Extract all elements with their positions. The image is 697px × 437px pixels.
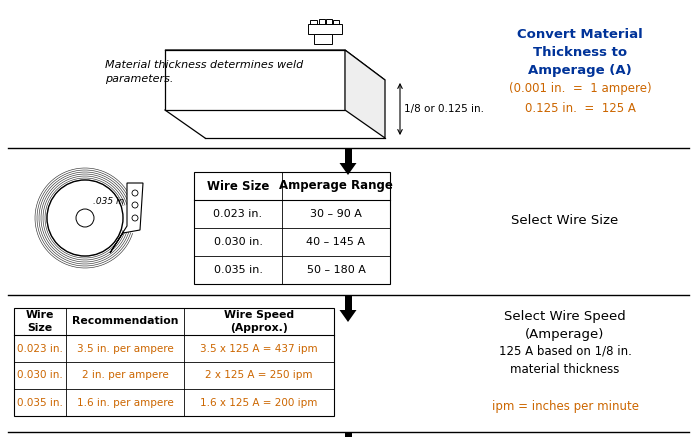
Polygon shape: [110, 183, 143, 253]
Text: .035 in: .035 in: [93, 198, 124, 207]
Text: Convert Material
Thickness to
Amperage (A): Convert Material Thickness to Amperage (…: [517, 28, 643, 77]
Text: 0.023 in.: 0.023 in.: [213, 209, 263, 219]
Bar: [308, 24, 342, 34]
Text: 40 – 145 A: 40 – 145 A: [307, 237, 365, 247]
Text: 125 A based on 1/8 in.
material thickness: 125 A based on 1/8 in. material thicknes…: [498, 345, 631, 376]
Polygon shape: [344, 432, 351, 437]
Bar: [333, 20, 339, 29]
Text: 2 x 125 A = 250 ipm: 2 x 125 A = 250 ipm: [205, 371, 313, 381]
Circle shape: [132, 190, 138, 196]
Bar: [326, 19, 332, 29]
Text: 1.6 in. per ampere: 1.6 in. per ampere: [77, 398, 174, 407]
Text: 50 – 180 A: 50 – 180 A: [307, 265, 365, 275]
Bar: [319, 19, 325, 30]
Polygon shape: [339, 310, 356, 322]
Text: Material thickness determines weld
parameters.: Material thickness determines weld param…: [105, 60, 303, 84]
Circle shape: [132, 215, 138, 221]
Text: 1.6 x 125 A = 200 ipm: 1.6 x 125 A = 200 ipm: [200, 398, 318, 407]
Text: 3.5 x 125 A = 437 ipm: 3.5 x 125 A = 437 ipm: [200, 343, 318, 354]
Text: 30 – 90 A: 30 – 90 A: [310, 209, 362, 219]
Polygon shape: [344, 295, 351, 310]
Text: ipm = inches per minute: ipm = inches per minute: [491, 400, 638, 413]
Text: Select Wire Speed
(Amperage): Select Wire Speed (Amperage): [504, 310, 626, 341]
Text: Select Wire Size: Select Wire Size: [512, 215, 619, 228]
Polygon shape: [339, 163, 356, 175]
Bar: [314, 34, 332, 44]
Text: Wire Size: Wire Size: [207, 180, 269, 193]
Polygon shape: [165, 50, 385, 80]
Text: 0.035 in.: 0.035 in.: [213, 265, 263, 275]
Circle shape: [47, 180, 123, 256]
Text: 2 in. per ampere: 2 in. per ampere: [82, 371, 169, 381]
Text: 0.030 in.: 0.030 in.: [213, 237, 263, 247]
Bar: [194, 172, 390, 284]
Text: 1/8 or 0.125 in.: 1/8 or 0.125 in.: [404, 104, 484, 114]
Circle shape: [76, 209, 94, 227]
Text: 0.023 in.: 0.023 in.: [17, 343, 63, 354]
Circle shape: [132, 202, 138, 208]
Polygon shape: [344, 148, 351, 163]
Text: Wire Speed
(Approx.): Wire Speed (Approx.): [224, 310, 294, 333]
Text: 3.5 in. per ampere: 3.5 in. per ampere: [77, 343, 174, 354]
Text: 0.035 in.: 0.035 in.: [17, 398, 63, 407]
Text: Recommendation: Recommendation: [72, 316, 178, 326]
Bar: [310, 20, 317, 33]
Text: Wire
Size: Wire Size: [26, 310, 54, 333]
Text: 0.030 in.: 0.030 in.: [17, 371, 63, 381]
Bar: [14, 308, 334, 416]
Text: (0.001 in.  =  1 ampere)
0.125 in.  =  125 A: (0.001 in. = 1 ampere) 0.125 in. = 125 A: [509, 82, 651, 115]
Text: Amperage Range: Amperage Range: [279, 180, 393, 193]
Polygon shape: [345, 50, 385, 138]
Polygon shape: [165, 50, 345, 110]
